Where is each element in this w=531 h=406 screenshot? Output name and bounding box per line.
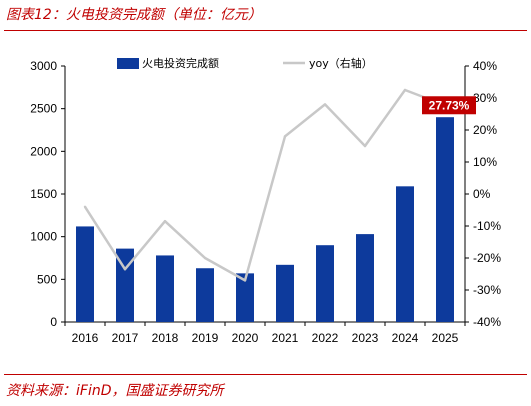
x-tick-label-2018: 2018 bbox=[152, 331, 179, 345]
x-tick-label-2024: 2024 bbox=[392, 331, 419, 345]
x-tick-label-2020: 2020 bbox=[232, 331, 259, 345]
bar-2021 bbox=[276, 264, 294, 322]
callout-box bbox=[422, 96, 476, 115]
yoy-point-2017 bbox=[123, 268, 127, 271]
yoy-point-2016 bbox=[83, 205, 87, 208]
right-axis-tick-label: -20% bbox=[473, 251, 501, 265]
legend-line-label: yoy（右轴） bbox=[309, 56, 373, 70]
yoy-point-2023 bbox=[363, 144, 367, 148]
yoy-point-2022 bbox=[323, 103, 327, 106]
left-axis-tick-label: 3000 bbox=[30, 59, 57, 73]
yoy-point-2020 bbox=[243, 279, 247, 282]
yoy-point-2021 bbox=[283, 135, 287, 138]
bar-2022 bbox=[316, 245, 334, 322]
x-tick-label-2022: 2022 bbox=[312, 331, 339, 345]
right-axis-tick-label: 40% bbox=[473, 59, 497, 73]
left-axis-tick-label: 0 bbox=[50, 315, 57, 329]
yoy-point-2018 bbox=[163, 220, 167, 223]
title-divider bbox=[4, 30, 527, 31]
bar-2016 bbox=[76, 226, 94, 322]
bar-2024 bbox=[396, 186, 414, 322]
right-axis-tick-label: 30% bbox=[473, 91, 497, 105]
yoy-line bbox=[83, 88, 446, 282]
right-axis-tick-label: 0% bbox=[473, 187, 491, 201]
bar-2023 bbox=[356, 234, 374, 322]
source-note: 资料来源：iFinD，国盛证券研究所 bbox=[6, 383, 224, 399]
right-axis-tick-label: -40% bbox=[473, 315, 501, 329]
x-tick-label-2017: 2017 bbox=[112, 331, 139, 345]
legend-bar-swatch bbox=[117, 58, 139, 69]
right-axis-tick-label: 10% bbox=[473, 155, 497, 169]
yoy-point-2024 bbox=[403, 88, 407, 92]
x-tick-label-2021: 2021 bbox=[272, 331, 299, 345]
bar-2018 bbox=[156, 255, 174, 322]
right-axis-tick-label: -10% bbox=[473, 219, 501, 233]
yoy-point-2019 bbox=[203, 256, 207, 260]
bar-2019 bbox=[196, 268, 214, 322]
chart-title: 图表12：火电投资完成额（单位：亿元） bbox=[6, 7, 262, 23]
right-axis-tick-label: -30% bbox=[473, 283, 501, 297]
footer-divider bbox=[4, 374, 527, 375]
bar-2017 bbox=[116, 248, 134, 322]
bar-2025 bbox=[436, 117, 454, 322]
legend-bar-label: 火电投资完成额 bbox=[142, 56, 219, 70]
left-axis-tick-label: 2000 bbox=[30, 144, 57, 158]
callout-label: 27.73% bbox=[429, 98, 470, 112]
x-tick-label-2025: 2025 bbox=[432, 331, 459, 345]
bar-2020 bbox=[236, 273, 254, 322]
right-axis-tick-label: 20% bbox=[473, 123, 497, 137]
left-axis-tick-label: 500 bbox=[37, 272, 57, 286]
x-tick-label-2019: 2019 bbox=[192, 331, 219, 345]
x-tick-label-2023: 2023 bbox=[352, 331, 379, 345]
left-axis-tick-label: 2500 bbox=[30, 102, 57, 116]
left-axis-tick-label: 1500 bbox=[30, 187, 57, 201]
left-axis-tick-label: 1000 bbox=[30, 230, 57, 244]
x-tick-label-2016: 2016 bbox=[72, 331, 99, 345]
